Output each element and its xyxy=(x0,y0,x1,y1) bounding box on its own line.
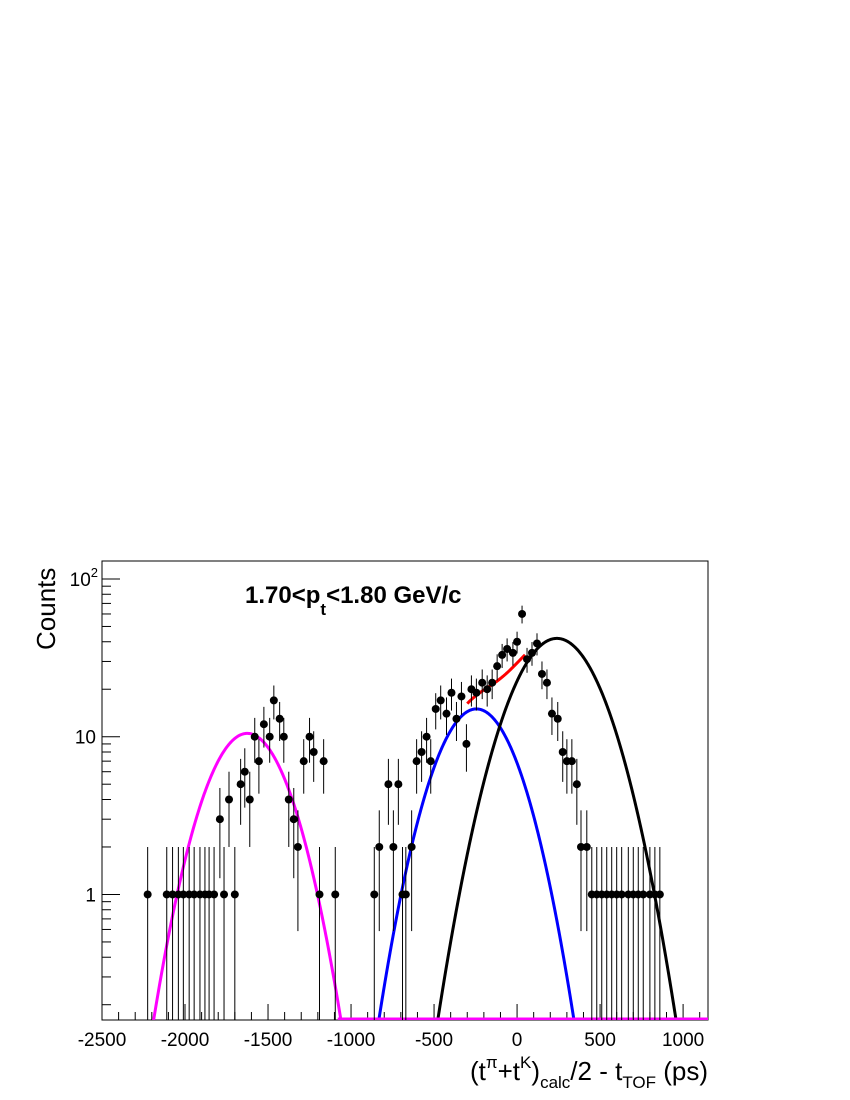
data-point xyxy=(289,815,298,824)
data-point xyxy=(230,890,239,899)
data-point xyxy=(493,662,502,671)
data-point xyxy=(457,692,466,701)
y-axis: 1 10 102 xyxy=(70,565,120,1006)
data-point xyxy=(215,815,224,824)
data-point xyxy=(375,842,384,851)
data-point xyxy=(503,644,512,653)
x-tick-label: 0 xyxy=(512,1030,523,1051)
data-point xyxy=(558,748,567,757)
data-point xyxy=(384,780,393,789)
data-point xyxy=(582,842,591,851)
data-point xyxy=(422,732,431,741)
data-point xyxy=(472,688,481,697)
x-tick-label: -2500 xyxy=(78,1030,127,1051)
data-point xyxy=(436,696,445,705)
data-point xyxy=(284,795,293,804)
data-point xyxy=(275,714,284,723)
data-point xyxy=(542,678,551,687)
data-point xyxy=(254,757,263,766)
data-point xyxy=(240,767,249,776)
fit-curve-1 xyxy=(377,707,576,1020)
data-point xyxy=(394,780,403,789)
data-point xyxy=(389,842,398,851)
x-tick-label: -500 xyxy=(415,1030,453,1051)
data-point xyxy=(478,678,487,687)
data-point xyxy=(417,748,426,757)
data-point xyxy=(250,732,259,741)
y-axis-title: Counts xyxy=(31,568,61,650)
data-point xyxy=(245,795,254,804)
data-point xyxy=(508,648,517,657)
y-tick-label: 102 xyxy=(70,565,98,591)
data-point xyxy=(553,714,562,723)
data-point xyxy=(442,709,451,718)
fit-curve-2 xyxy=(436,636,678,1020)
x-tick-label: 500 xyxy=(584,1030,616,1051)
data-point xyxy=(447,688,456,697)
x-axis: -2500 -2000 -1500 -1000 -500 0 500 1000 xyxy=(78,1004,704,1051)
data-point xyxy=(179,890,188,899)
data-point xyxy=(462,739,471,748)
data-point xyxy=(319,757,328,766)
x-tick-label: 1000 xyxy=(662,1030,704,1051)
data-point xyxy=(305,732,314,741)
data-point xyxy=(168,890,177,899)
data-point xyxy=(655,890,664,899)
y-tick-label: 1 xyxy=(85,885,96,906)
x-tick-label: -1500 xyxy=(244,1030,293,1051)
data-point xyxy=(412,757,421,766)
data-point xyxy=(265,732,274,741)
data-point xyxy=(225,795,234,804)
data-point xyxy=(143,890,152,899)
data-point xyxy=(426,757,435,766)
data-point xyxy=(547,709,556,718)
data-point xyxy=(259,720,268,729)
data-point xyxy=(639,890,648,899)
y-tick-label: 10 xyxy=(75,728,96,749)
x-tick-label: -2000 xyxy=(161,1030,210,1051)
x-axis-title: (tπ+tK)calc/2 - tTOF (ps) xyxy=(470,1053,708,1092)
data-point xyxy=(431,704,440,713)
data-point xyxy=(452,714,461,723)
data-point xyxy=(513,637,522,646)
data-point xyxy=(523,655,532,664)
data-point xyxy=(162,890,171,899)
data-point xyxy=(567,757,576,766)
data-point xyxy=(572,780,581,789)
data-point xyxy=(315,890,324,899)
data-point xyxy=(407,842,416,851)
fit-curve-0 xyxy=(152,731,343,1020)
data-points xyxy=(143,605,664,1020)
pt-range-annotation: 1.70<pt<1.80 GeV/c xyxy=(245,582,462,619)
data-point xyxy=(299,757,308,766)
data-point xyxy=(483,685,492,694)
data-point xyxy=(488,678,497,687)
data-point xyxy=(401,890,410,899)
data-point xyxy=(331,890,340,899)
data-point xyxy=(220,890,229,899)
data-point xyxy=(498,650,507,659)
data-point xyxy=(370,890,379,899)
data-point xyxy=(293,842,302,851)
data-point xyxy=(309,748,318,757)
data-point xyxy=(532,639,541,648)
data-point xyxy=(617,890,626,899)
data-point xyxy=(190,890,199,899)
data-point xyxy=(518,609,527,618)
data-point xyxy=(236,780,245,789)
data-point xyxy=(279,732,288,741)
data-point xyxy=(269,696,278,705)
data-point xyxy=(210,890,219,899)
data-point xyxy=(576,842,585,851)
data-point xyxy=(528,648,537,657)
data-point xyxy=(537,669,546,678)
x-tick-label: -1000 xyxy=(327,1030,376,1051)
